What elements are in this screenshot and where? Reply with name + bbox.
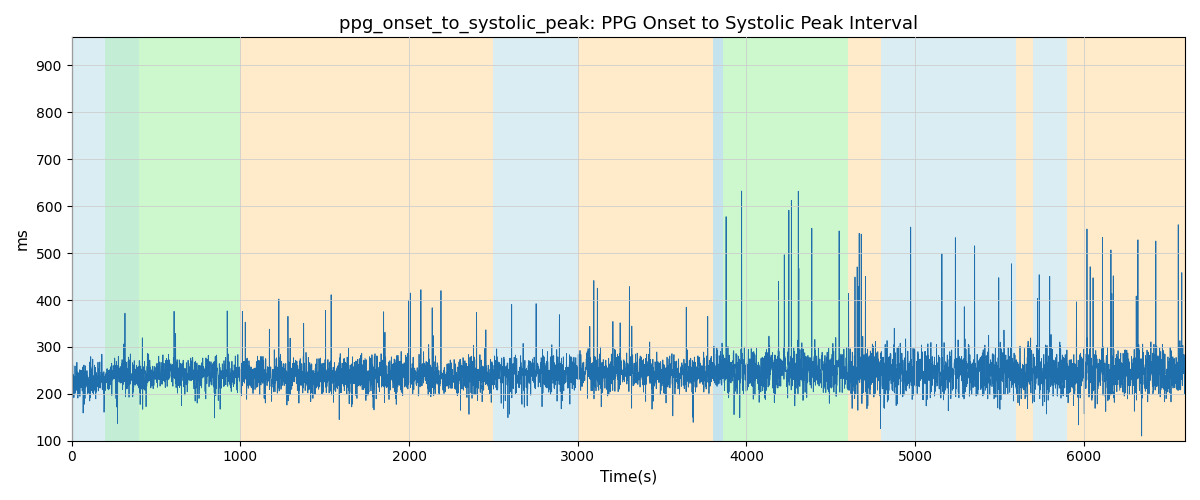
Bar bbox=[713, 38, 722, 440]
Bar bbox=[493, 38, 577, 440]
Bar bbox=[240, 38, 493, 440]
X-axis label: Time(s): Time(s) bbox=[600, 470, 656, 485]
Bar bbox=[1016, 38, 1033, 440]
Bar bbox=[847, 38, 881, 440]
Bar bbox=[106, 38, 240, 440]
Bar bbox=[577, 38, 713, 440]
Bar bbox=[713, 38, 722, 440]
Bar bbox=[1033, 38, 1067, 440]
Bar bbox=[1067, 38, 1186, 440]
Y-axis label: ms: ms bbox=[16, 228, 30, 250]
Bar bbox=[72, 38, 106, 440]
Title: ppg_onset_to_systolic_peak: PPG Onset to Systolic Peak Interval: ppg_onset_to_systolic_peak: PPG Onset to… bbox=[338, 15, 918, 34]
Bar bbox=[881, 38, 1016, 440]
Bar bbox=[722, 38, 847, 440]
Bar bbox=[106, 38, 139, 440]
